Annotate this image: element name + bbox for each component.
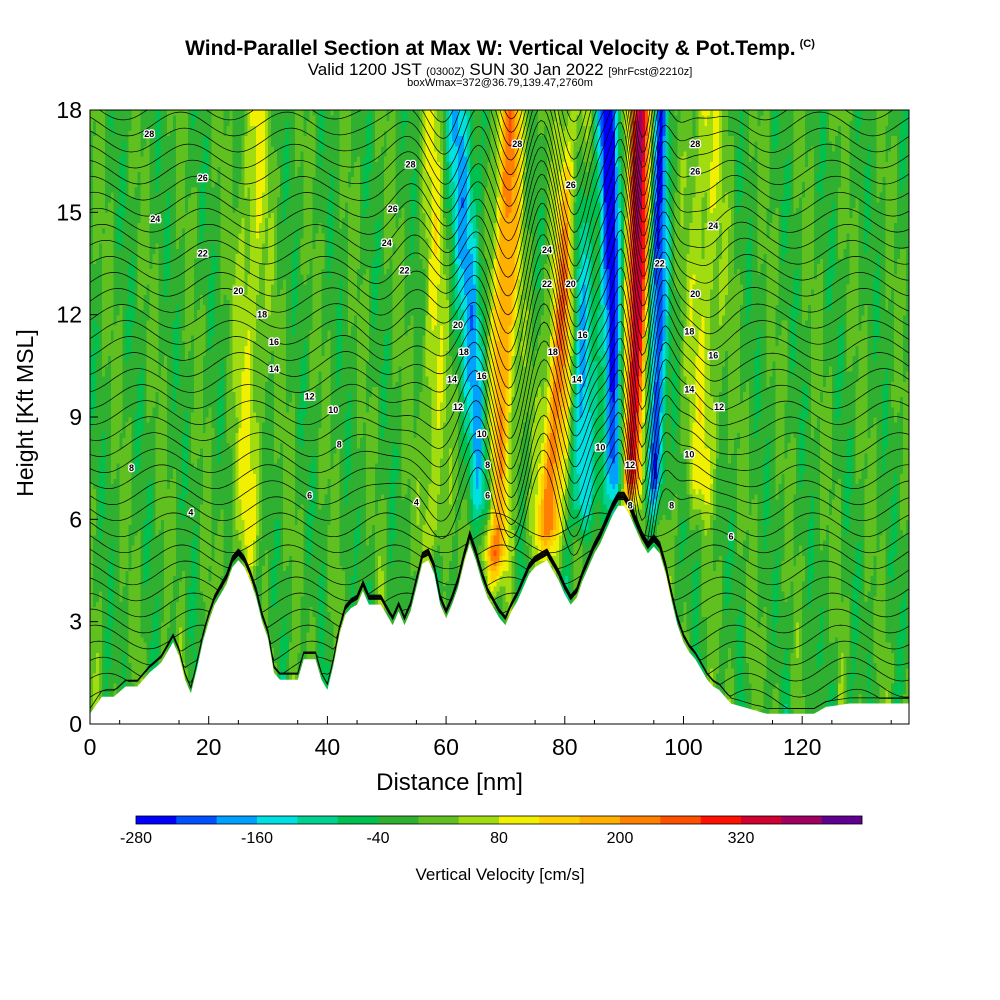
cross-section-chart: 2826242220181614121088644282624222018161… bbox=[0, 0, 1000, 1000]
